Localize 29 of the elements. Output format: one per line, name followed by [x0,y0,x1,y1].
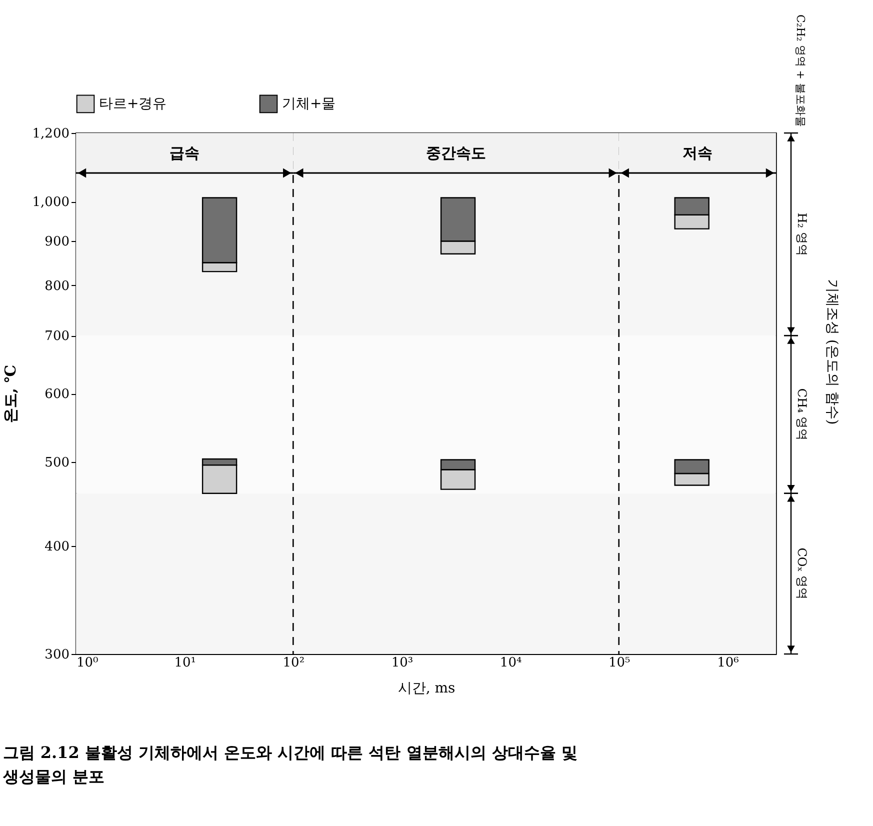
text: C₂H₂ 영역 + 불포화물 [794,14,807,127]
x-tick-label: 10² [282,656,305,670]
band-label: COₓ 영역 [795,548,809,600]
x-tick-label: 10¹ [174,656,196,670]
band-label: 급속 [170,144,200,162]
text: 그림 2.12 불활성 기체하에서 온도와 시간에 따른 석탄 열분해시의 상대수율 및 생성물의 분포 [2,743,578,786]
y-tick-label: 600 [44,387,70,402]
y-tick-label: 1,200 [32,126,70,142]
x-axis-title: 시간, ms [398,680,456,696]
x-tick-label: 10³ [391,656,414,670]
y-axis-title: 온도, ℃ [1,364,20,424]
y-tick-label: 900 [44,234,70,250]
text: 기체조성 (온도의 함수) [824,278,840,425]
x-tick-label: 10⁶ [717,656,739,670]
x-tick-label: 10⁰ [76,656,98,670]
y-tick-label: 500 [44,456,70,471]
band-label: H₂ 영역 [795,212,809,256]
band-label: 저속 [682,144,712,162]
y-tick-label: 400 [44,539,70,554]
legend-label: 타르+경유 [99,96,167,112]
y-tick-label: 800 [44,278,70,294]
band-label: CH₄ 영역 [795,388,809,441]
y-tick-label: 1,000 [32,195,70,210]
x-tick-label: 10⁵ [608,656,630,670]
x-tick-label: 10⁴ [500,656,522,670]
legend-label: 기체+물 [282,96,336,112]
band-label: 중간속도 [426,144,486,162]
y-tick-label: 700 [44,329,70,344]
y-tick-label: 300 [44,648,70,662]
